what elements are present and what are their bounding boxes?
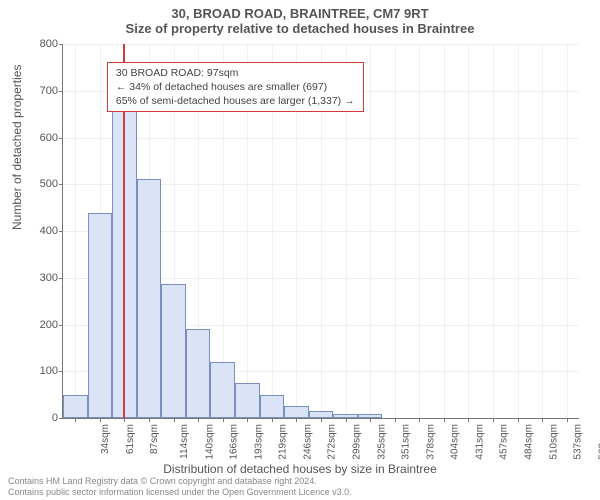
x-tick-label: 61sqm [125,424,136,454]
x-tick-label: 484sqm [524,424,535,460]
histogram-bar [309,411,334,418]
annotation-line: 30 BROAD ROAD: 97sqm [116,66,355,80]
y-tick-label: 600 [30,132,58,144]
x-tick-label: 510sqm [548,424,559,460]
annotation-line: 65% of semi-detached houses are larger (… [116,94,355,108]
histogram-bar [260,395,285,418]
y-tick-label: 300 [30,272,58,284]
x-tick-label: 246sqm [302,424,313,460]
x-tick-label: 325sqm [376,424,387,460]
x-tick-label: 193sqm [253,424,264,460]
x-tick-label: 457sqm [499,424,510,460]
chart-container: 30, BROAD ROAD, BRAINTREE, CM7 9RT Size … [0,0,600,500]
histogram-bar [88,213,113,418]
chart-title-subtitle: Size of property relative to detached ho… [0,21,600,38]
histogram-bar [235,383,260,418]
histogram-bar [63,395,88,418]
x-tick-label: 351sqm [401,424,412,460]
annotation-box: 30 BROAD ROAD: 97sqm← 34% of detached ho… [107,62,364,113]
x-tick-label: 537sqm [573,424,584,460]
plot-area: 30 BROAD ROAD: 97sqm← 34% of detached ho… [62,44,579,419]
y-tick-label: 700 [30,85,58,97]
x-tick-label: 431sqm [474,424,485,460]
histogram-bar [284,406,309,418]
x-tick-label: 219sqm [278,424,289,460]
histogram-bar [137,179,162,418]
x-tick-label: 404sqm [450,424,461,460]
histogram-bar [186,329,211,418]
chart-title-address: 30, BROAD ROAD, BRAINTREE, CM7 9RT [0,0,600,21]
x-tick-label: 272sqm [327,424,338,460]
x-tick-label: 87sqm [149,424,160,454]
histogram-bar [210,362,235,418]
histogram-bar [358,414,383,418]
footer-attribution: Contains HM Land Registry data © Crown c… [8,476,352,498]
x-axis-label: Distribution of detached houses by size … [0,462,600,476]
y-tick-label: 400 [30,225,58,237]
histogram-bar [161,284,186,418]
x-tick-label: 114sqm [179,424,190,459]
y-tick-label: 800 [30,38,58,50]
x-tick-label: 140sqm [204,424,215,460]
x-tick-label: 166sqm [229,424,240,460]
x-tick-label: 299sqm [352,424,363,460]
y-axis-label: Number of detached properties [10,65,24,230]
footer-line: Contains HM Land Registry data © Crown c… [8,476,352,487]
y-tick-label: 0 [30,412,58,424]
x-tick-label: 378sqm [425,424,436,460]
y-tick-label: 200 [30,319,58,331]
annotation-line: ← 34% of detached houses are smaller (69… [116,80,355,94]
y-tick-label: 100 [30,365,58,377]
histogram-bar [333,414,358,418]
y-tick-label: 500 [30,178,58,190]
x-tick-label: 34sqm [100,424,111,454]
footer-line: Contains public sector information licen… [8,487,352,498]
